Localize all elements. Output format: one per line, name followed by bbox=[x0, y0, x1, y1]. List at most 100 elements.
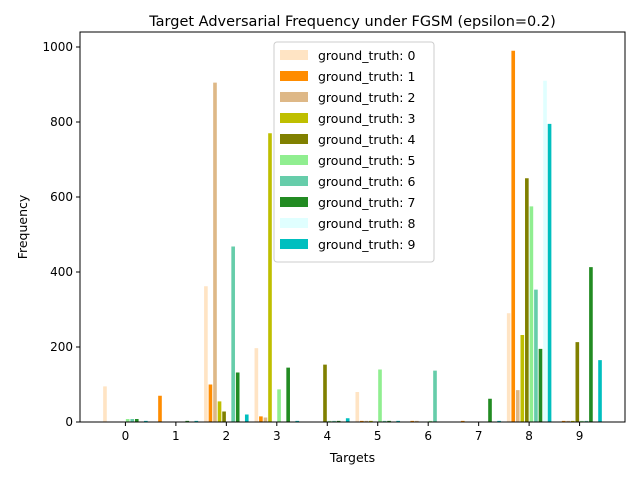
legend-swatch bbox=[280, 50, 308, 60]
x-axis: 0 1 2 3 4 5 6 7 8 9 bbox=[122, 422, 584, 443]
bar bbox=[130, 419, 135, 422]
bar bbox=[323, 364, 327, 423]
legend-swatch bbox=[280, 197, 308, 207]
x-tick-label: 6 bbox=[424, 429, 432, 443]
bar bbox=[529, 206, 534, 423]
bar bbox=[538, 348, 543, 423]
legend-swatch bbox=[280, 134, 308, 144]
bar bbox=[378, 369, 382, 422]
x-tick-label: 1 bbox=[172, 429, 180, 443]
x-tick-label: 7 bbox=[475, 429, 483, 443]
legend-swatch bbox=[280, 176, 308, 186]
bar bbox=[525, 178, 529, 422]
legend-swatch bbox=[280, 113, 308, 123]
legend-label: ground_truth: 4 bbox=[318, 132, 415, 147]
bar bbox=[369, 420, 373, 423]
bar bbox=[213, 82, 217, 423]
bar bbox=[204, 286, 208, 422]
bar bbox=[244, 414, 249, 422]
x-axis-label: Targets bbox=[329, 450, 375, 465]
bar bbox=[575, 342, 580, 423]
bar bbox=[254, 348, 259, 423]
bar bbox=[433, 370, 437, 423]
x-tick-label: 3 bbox=[273, 429, 281, 443]
y-tick-label: 1000 bbox=[42, 40, 73, 54]
legend-swatch bbox=[280, 71, 308, 81]
bar bbox=[235, 372, 240, 422]
x-tick-label: 5 bbox=[374, 429, 382, 443]
bar bbox=[355, 392, 360, 422]
bar bbox=[520, 335, 525, 422]
legend-label: ground_truth: 6 bbox=[318, 174, 415, 189]
legend-label: ground_truth: 2 bbox=[318, 90, 415, 105]
bar bbox=[208, 384, 213, 422]
bar bbox=[332, 420, 336, 423]
bar bbox=[515, 390, 520, 423]
y-axis-label: Frequency bbox=[15, 194, 30, 259]
legend-swatch bbox=[280, 155, 308, 165]
legend-label: ground_truth: 7 bbox=[318, 195, 415, 210]
bar bbox=[382, 420, 387, 423]
bar bbox=[125, 419, 130, 422]
legend-swatch bbox=[280, 92, 308, 102]
bar bbox=[570, 420, 575, 423]
bar bbox=[488, 398, 492, 422]
bar bbox=[547, 123, 552, 423]
bar bbox=[428, 420, 433, 423]
x-tick-label: 9 bbox=[576, 429, 584, 443]
bar bbox=[561, 420, 566, 423]
legend-label: ground_truth: 5 bbox=[318, 153, 415, 168]
x-tick-label: 0 bbox=[122, 429, 130, 443]
legend-swatch bbox=[280, 239, 308, 249]
bars-group bbox=[103, 50, 602, 423]
bar bbox=[277, 389, 281, 423]
bar bbox=[263, 417, 268, 422]
bar bbox=[566, 420, 571, 423]
bar bbox=[222, 411, 226, 422]
legend-label: ground_truth: 8 bbox=[318, 216, 415, 231]
bar bbox=[534, 289, 538, 423]
x-tick-label: 8 bbox=[525, 429, 533, 443]
bar bbox=[360, 420, 364, 423]
y-axis: 0 200 400 600 800 1000 bbox=[42, 40, 80, 429]
legend-label: ground_truth: 3 bbox=[318, 111, 415, 126]
x-tick-label: 2 bbox=[223, 429, 231, 443]
bar bbox=[415, 420, 419, 423]
bar bbox=[543, 80, 547, 422]
legend-swatch bbox=[280, 218, 308, 228]
plot-frame bbox=[79, 31, 626, 423]
legend-label: ground_truth: 1 bbox=[318, 69, 415, 84]
bar bbox=[336, 420, 341, 423]
y-tick-label: 600 bbox=[50, 190, 73, 204]
bar bbox=[589, 267, 593, 423]
bar bbox=[410, 420, 415, 423]
bar bbox=[158, 395, 162, 422]
bar bbox=[231, 246, 235, 422]
bar bbox=[387, 420, 391, 423]
bar bbox=[103, 386, 107, 423]
y-tick-label: 200 bbox=[50, 340, 73, 354]
bar bbox=[345, 418, 350, 422]
legend-label: ground_truth: 9 bbox=[318, 237, 415, 252]
bar bbox=[364, 420, 369, 423]
legend: ground_truth: 0 ground_truth: 1 ground_tru… bbox=[273, 41, 435, 263]
bar bbox=[396, 420, 400, 423]
bar bbox=[598, 360, 602, 423]
legend-label: ground_truth: 0 bbox=[318, 48, 415, 63]
bar bbox=[185, 420, 190, 423]
bar bbox=[194, 420, 199, 423]
y-tick-label: 400 bbox=[50, 265, 73, 279]
y-tick-label: 800 bbox=[50, 115, 73, 129]
bar bbox=[295, 420, 300, 423]
bar bbox=[497, 420, 501, 423]
bar bbox=[511, 50, 516, 422]
bar bbox=[584, 420, 589, 423]
bar bbox=[268, 133, 272, 422]
bar bbox=[144, 420, 148, 423]
legend-box bbox=[273, 41, 435, 263]
bar bbox=[217, 401, 222, 423]
bar bbox=[286, 367, 290, 423]
bar bbox=[506, 313, 511, 422]
